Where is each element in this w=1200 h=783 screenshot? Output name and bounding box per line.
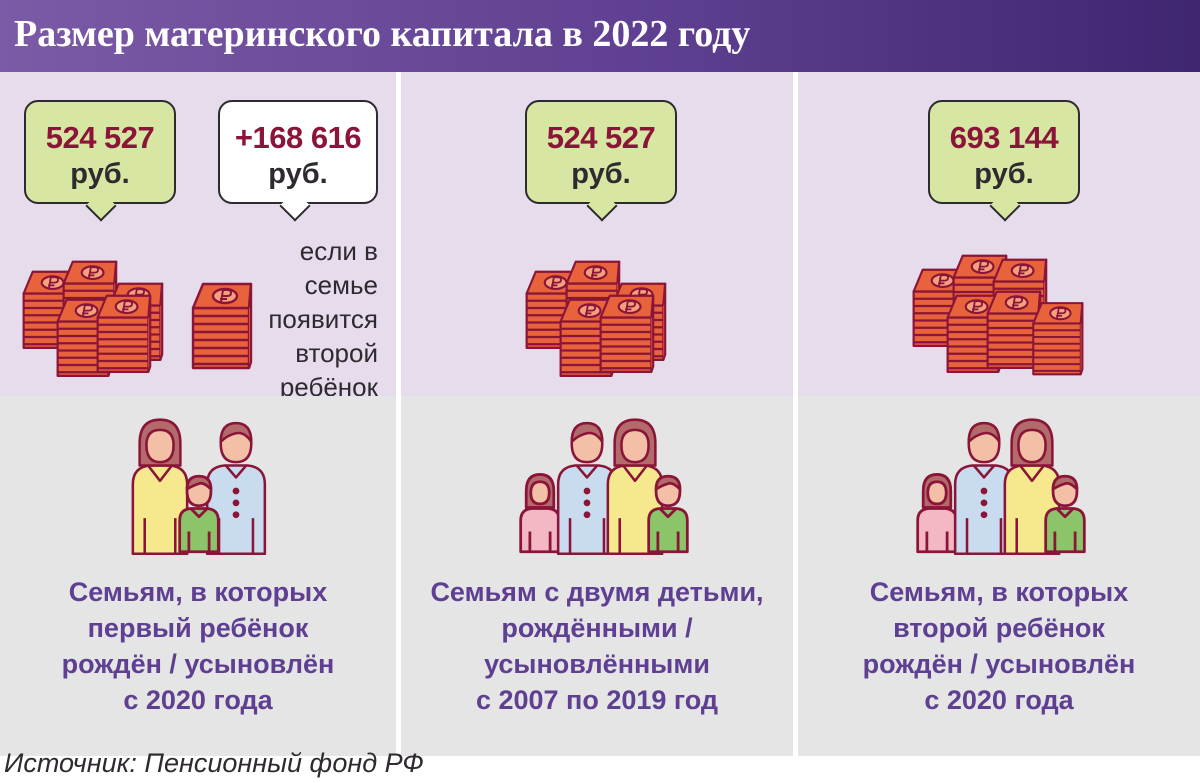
amount-value: 524 527 (45, 120, 155, 155)
page-title: Размер материнского капитала в 2022 году (14, 13, 751, 55)
panel-two-children: 524 527 руб. Семьям с двумя детьми, рожд… (401, 72, 793, 756)
ruble-money-stack-icon (525, 260, 667, 377)
family-icon (131, 418, 267, 556)
panel-amount-area: 524 527 руб. +168 616 руб. если в семье … (0, 72, 396, 402)
panel-caption: Семьям, в которых второй ребёнок рождён … (798, 574, 1200, 718)
amount-unit: руб. (70, 158, 130, 190)
panel-amount-area: 693 144 руб. (798, 72, 1200, 396)
family-icon (519, 418, 689, 556)
header-banner: Размер материнского капитала в 2022 году (0, 0, 1200, 72)
caption-line: с 2020 года (123, 685, 273, 715)
amount-bubble: 693 144 руб. (928, 100, 1080, 204)
panel-family-area: Семьям с двумя детьми, рождёнными / усын… (401, 396, 793, 756)
caption-line: рождён / усыновлён (862, 649, 1136, 679)
panel-first-child: 524 527 руб. +168 616 руб. если в семье … (0, 72, 396, 756)
caption-line: с 2020 года (924, 685, 1074, 715)
panel-amount-area: 524 527 руб. (401, 72, 793, 396)
panel-second-child: 693 144 руб. Семьям, в которых второй ре… (798, 72, 1200, 756)
bonus-amount-unit: руб. (268, 158, 328, 190)
ruble-money-stack-icon (912, 254, 1084, 376)
amount-value: 693 144 (949, 120, 1059, 155)
caption-line: с 2007 по 2019 год (475, 685, 719, 715)
caption-line: первый ребёнок (87, 613, 309, 643)
note-line: второй (295, 338, 378, 368)
amount-unit: руб. (571, 158, 631, 190)
note-line: появится (268, 304, 378, 334)
amount-unit: руб. (974, 158, 1034, 190)
amount-bubble: 524 527 руб. (525, 100, 677, 204)
caption-line: второй ребёнок (893, 613, 1105, 643)
second-child-note: если в семье появится второй ребёнок (238, 234, 378, 404)
panel-caption: Семьям с двумя детьми, рождёнными / усын… (401, 574, 793, 718)
caption-line: усыновлёнными (484, 649, 710, 679)
caption-line: Семьям, в которых (869, 577, 1129, 607)
caption-line: рождёнными / (501, 613, 693, 643)
panel-caption: Семьям, в которых первый ребёнок рождён … (0, 574, 396, 718)
source-note: Источник: Пенсионный фонд РФ (4, 748, 424, 778)
caption-line: Семьям с двумя детьми, (430, 577, 764, 607)
family-icon (916, 418, 1086, 556)
bonus-amount-bubble: +168 616 руб. (218, 100, 378, 204)
ruble-money-stack-icon (22, 260, 164, 377)
panel-family-area: Семьям, в которых первый ребёнок рождён … (0, 396, 396, 756)
amount-bubble: 524 527 руб. (24, 100, 176, 204)
caption-line: Семьям, в которых (68, 577, 328, 607)
note-line: если в семье (299, 236, 378, 300)
caption-line: рождён / усыновлён (61, 649, 335, 679)
bonus-amount-value: +168 616 (234, 120, 362, 155)
panel-family-area: Семьям, в которых второй ребёнок рождён … (798, 396, 1200, 756)
amount-value: 524 527 (546, 120, 656, 155)
